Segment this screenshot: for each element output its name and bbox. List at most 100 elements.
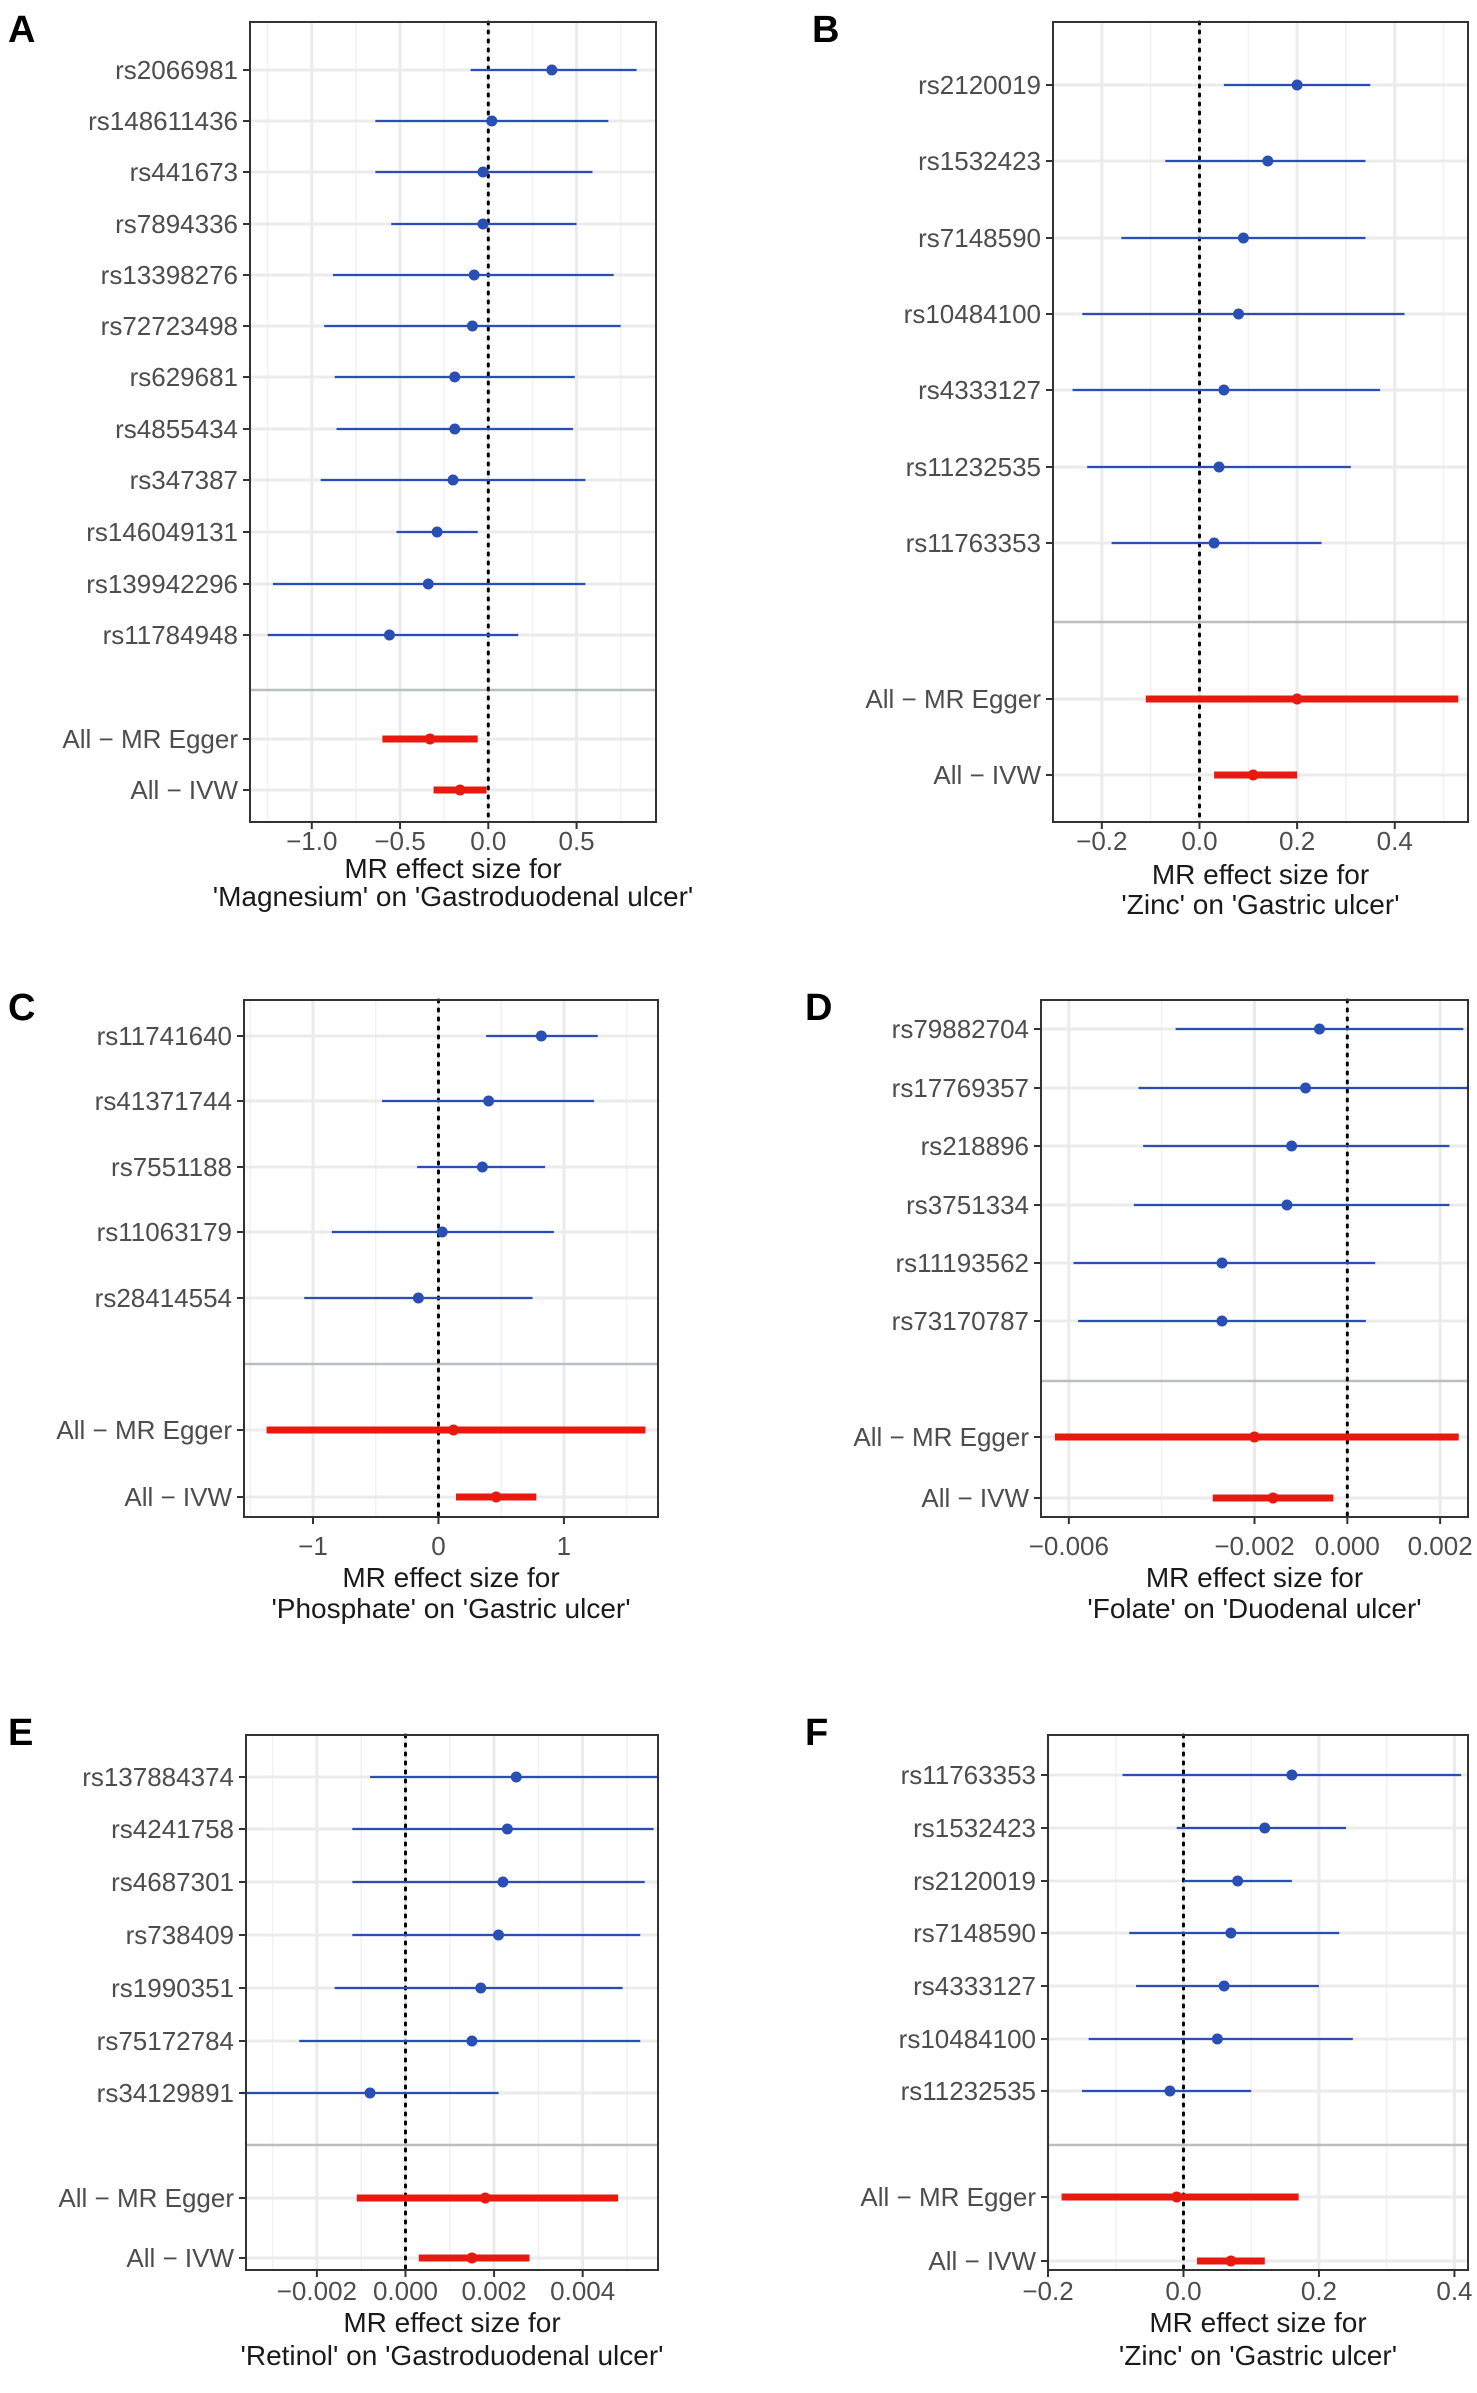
snp-point-rs11763353 <box>1286 1769 1298 1781</box>
snp-point-rs2066981 <box>546 64 558 76</box>
summary-point-ivw <box>1267 1492 1279 1504</box>
snp-point-rs79882704 <box>1313 1023 1325 1035</box>
snp-label: rs146049131 <box>86 517 238 547</box>
x-axis-title-line1: MR effect size for <box>1146 1562 1363 1593</box>
snp-label: rs629681 <box>130 362 238 392</box>
snp-point-rs11763353 <box>1208 537 1220 549</box>
x-tick-label: −0.006 <box>1029 1531 1109 1561</box>
snp-label: rs1532423 <box>913 1813 1036 1843</box>
snp-point-rs7551188 <box>476 1161 488 1173</box>
snp-label: rs2066981 <box>115 55 238 85</box>
snp-label: rs34129891 <box>97 2078 234 2108</box>
summary-point-ivw <box>466 2252 478 2264</box>
summary-label: All − IVW <box>928 2246 1036 2276</box>
snp-point-rs4333127 <box>1218 1980 1230 1992</box>
summary-label: All − IVW <box>124 1482 232 1512</box>
snp-label: rs11763353 <box>901 1760 1036 1790</box>
snp-label: rs73170787 <box>892 1306 1029 1336</box>
snp-label: rs75172784 <box>97 2026 234 2056</box>
snp-label: rs41371744 <box>95 1086 232 1116</box>
plot-border <box>245 1734 659 2271</box>
snp-label: rs441673 <box>130 157 238 187</box>
snp-point-rs441673 <box>477 166 489 178</box>
snp-point-rs17769357 <box>1300 1082 1312 1094</box>
snp-label: rs11063179 <box>97 1217 232 1247</box>
snp-label: rs79882704 <box>892 1014 1029 1044</box>
snp-point-rs13398276 <box>468 269 480 281</box>
x-tick-label: 0.000 <box>1315 1531 1380 1561</box>
summary-point-mr-egger <box>448 1424 460 1436</box>
plot-border <box>1052 21 1469 823</box>
summary-label: All − IVW <box>126 2243 234 2273</box>
x-axis-title-line1: MR effect size for <box>342 1562 559 1593</box>
snp-point-rs11193562 <box>1216 1257 1228 1269</box>
snp-point-rs7894336 <box>477 218 489 230</box>
snp-point-rs3751334 <box>1281 1199 1293 1211</box>
x-axis-title-line1: MR effect size for <box>1152 859 1369 890</box>
panel-F: rs11763353 rs1532423 rs2120019 rs7148590 rs4… <box>805 1712 1473 2371</box>
snp-point-rs146049131 <box>431 526 443 538</box>
x-tick-label: 0.004 <box>550 2276 615 2306</box>
x-tick-label: 0.2 <box>1301 2276 1337 2306</box>
snp-point-rs11232535 <box>1213 461 1225 473</box>
summary-point-mr-egger <box>1171 2191 1183 2203</box>
panel-label-E: E <box>8 1712 33 1754</box>
plot-border <box>1047 1734 1469 2271</box>
snp-label: rs7148590 <box>913 1918 1036 1948</box>
snp-point-rs1532423 <box>1259 1822 1271 1834</box>
x-tick-label: 0.002 <box>462 2276 527 2306</box>
snp-label: rs7551188 <box>111 1152 232 1182</box>
summary-label: All − IVW <box>933 760 1041 790</box>
snp-point-rs10484100 <box>1233 308 1245 320</box>
snp-label: rs11193562 <box>896 1248 1029 1278</box>
snp-point-rs7148590 <box>1237 232 1249 244</box>
x-tick-label: 0.5 <box>558 826 594 856</box>
x-axis-title-line2: 'Phosphate' on 'Gastric ulcer' <box>271 1593 630 1624</box>
snp-label: rs17769357 <box>892 1073 1029 1103</box>
snp-point-rs4333127 <box>1218 384 1230 396</box>
snp-point-rs11063179 <box>436 1226 448 1238</box>
snp-point-rs41371744 <box>483 1095 495 1107</box>
summary-point-mr-egger <box>1291 693 1303 705</box>
x-tick-label: 0.0 <box>470 826 506 856</box>
summary-point-ivw <box>1247 769 1259 781</box>
panel-label-A: A <box>8 9 35 51</box>
snp-label: rs7894336 <box>115 209 238 239</box>
panel-label-B: B <box>812 9 839 51</box>
snp-label: rs139942296 <box>86 569 238 599</box>
snp-point-rs75172784 <box>466 2035 478 2047</box>
x-tick-label: 0.4 <box>1436 2276 1472 2306</box>
snp-label: rs11232535 <box>901 2076 1036 2106</box>
snp-point-rs11232535 <box>1164 2085 1176 2097</box>
x-tick-label: −1 <box>298 1531 328 1561</box>
snp-point-rs7148590 <box>1225 1927 1237 1939</box>
summary-point-ivw <box>490 1491 502 1503</box>
snp-point-rs137884374 <box>510 1771 522 1783</box>
x-axis-title-line1: MR effect size for <box>1149 2307 1366 2338</box>
snp-point-rs139942296 <box>422 578 434 590</box>
summary-point-mr-egger <box>424 733 436 745</box>
panel-E: rs137884374 rs4241758 rs4687301 rs738409 rs1… <box>8 1712 663 2371</box>
snp-label: rs2120019 <box>918 70 1041 100</box>
snp-label: rs738409 <box>126 1920 234 1950</box>
snp-point-rs1990351 <box>475 1982 487 1994</box>
plot-area <box>1053 22 1468 822</box>
x-axis-title-line2: 'Zinc' on 'Gastric ulcer' <box>1121 889 1399 920</box>
summary-point-mr-egger <box>1249 1431 1260 1443</box>
snp-label: rs148611436 <box>88 106 238 136</box>
x-axis-title-line1: MR effect size for <box>344 853 561 884</box>
summary-point-mr-egger <box>479 2192 491 2204</box>
x-tick-label: 0.000 <box>373 2276 438 2306</box>
x-tick-label: −0.002 <box>277 2276 357 2306</box>
snp-label: rs4241758 <box>111 1814 234 1844</box>
snp-label: rs4333127 <box>918 375 1041 405</box>
snp-point-rs73170787 <box>1216 1315 1228 1327</box>
panel-B: rs2120019 rs1532423 rs7148590 rs10484100 rs4… <box>812 9 1469 920</box>
snp-label: rs11741640 <box>97 1021 232 1051</box>
x-tick-label: 0.0 <box>1165 2276 1201 2306</box>
snp-label: rs218896 <box>921 1131 1029 1161</box>
snp-label: rs3751334 <box>906 1190 1029 1220</box>
snp-point-rs11784948 <box>383 629 395 641</box>
x-tick-label: 0.0 <box>1181 826 1217 856</box>
